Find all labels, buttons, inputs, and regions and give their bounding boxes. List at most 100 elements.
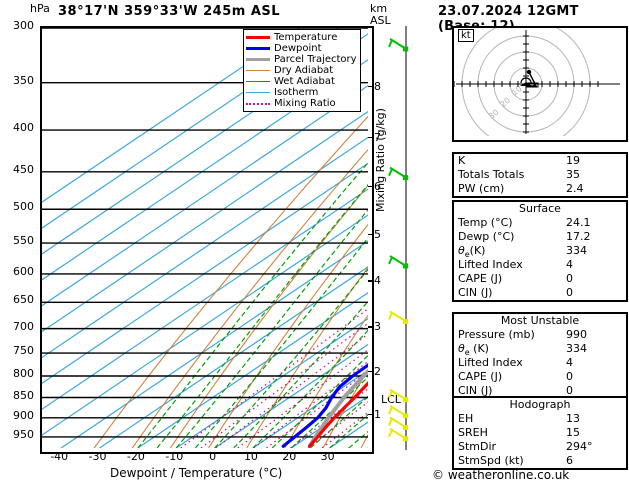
height-tick-label: 2 [374,364,381,378]
table-row-value: 0 [566,272,573,285]
legend-label: Parcel Trajectory [274,54,357,65]
table-row-key: Lifted Index [458,356,523,369]
wind-barb [388,38,408,52]
table-row-key: Temp (°C) [458,216,513,229]
legend-swatch [246,36,270,39]
table-title: Surface [519,202,561,215]
table-row-value: 0 [566,286,573,299]
table-row: CIN (J) 0 [454,384,626,398]
height-tick-mark [368,136,374,139]
legend-label: Dewpoint [274,43,322,54]
table-row: Temp (°C) 24.1 [454,216,626,230]
table-row-value: 4 [566,356,573,369]
table-row-key: SREH [458,426,488,439]
legend-row: Temperature [246,32,357,43]
temperature-tick-label: -30 [88,450,107,463]
temperature-tick-label: 30 [320,450,335,463]
height-tick-label: 5 [374,227,381,241]
temperature-curve [308,381,368,448]
table-row-key: Dewp (°C) [458,230,515,243]
legend-label: Wet Adiabat [274,76,335,87]
height-tick-mark [368,413,374,416]
hodograph-trace [520,69,539,88]
pressure-tick-label: 950 [13,427,34,441]
table-row-key: Totals Totals [458,168,525,181]
pressure-tick-label: 600 [13,264,34,278]
legend-label: Dry Adiabat [274,65,334,76]
table-row: EH 13 [454,412,626,426]
pressure-tick-label: 800 [13,366,34,380]
copyright-footer: © weatheronline.co.uk [432,468,570,482]
height-tick-label: 7 [374,130,381,144]
table-row-key: θe(K) [458,244,486,260]
legend-swatch [246,81,270,82]
table-row-value: 2.4 [566,182,584,195]
pressure-tick-label: 300 [13,19,34,32]
height-unit-label-km: km [370,2,388,15]
wind-barb [388,388,408,403]
wind-barb [388,404,408,419]
table-row-value: 17.2 [566,230,591,243]
pressure-tick-label: 450 [13,162,34,176]
temperature-tick-label: 20 [282,450,297,463]
height-tick-label: 4 [374,274,381,288]
height-tick-label: 8 [374,79,381,93]
height-tick-mark [368,280,374,282]
table-row-value: 19 [566,154,580,167]
table-row: PW (cm) 2.4 [454,182,626,196]
pressure-tick-label: 500 [13,200,34,214]
height-unit-label-asl: ASL [370,14,391,27]
table-row-key: EH [458,412,474,425]
table-row: θe(K) 334 [454,244,626,260]
hodograph-ring-label: 30 [487,108,501,121]
table-row: K 19 [454,154,626,168]
station-title: 38°17'N 359°33'W 245m ASL [58,4,281,19]
table-row-value: 4 [566,258,573,271]
pressure-tick-label: 750 [13,344,34,358]
legend-swatch [246,92,270,93]
table-row-value: 35 [566,168,580,181]
table-row-key: Lifted Index [458,258,523,271]
table-row-value: 294° [566,440,593,453]
isobar-lines [42,28,368,438]
table-row-key: CAPE (J) [458,272,503,285]
most-unstable-table: Most Unstable Pressure (mb) 990 θe (K) 334 Li… [452,312,628,400]
surface-table: Surface Temp (°C) 24.1 Dewp (°C) 17.2 θe(K) 33… [452,200,628,302]
temperature-tick-label: -20 [126,450,145,463]
legend-swatch [246,47,270,50]
height-tick-label: 1 [374,407,381,421]
temperature-tick-label: -40 [50,450,69,463]
wind-barb-column [388,26,408,450]
hodograph-panel: 10 20 30 kt [452,19,628,149]
legend-row: Wet Adiabat [246,76,357,87]
wind-barb [388,310,408,325]
table-row: StmSpd (kt) 6 [454,454,626,468]
table-row: CIN (J) 0 [454,286,626,300]
table-row-value: 0 [566,370,573,383]
pressure-tick-label: 400 [13,121,34,135]
table-row: SREH 15 [454,426,626,440]
table-row: CAPE (J) 0 [454,272,626,286]
table-row: Pressure (mb) 990 [454,328,626,342]
table-row-value: 6 [566,454,573,467]
table-row-value: 334 [566,244,587,257]
table-row-key: CIN (J) [458,384,493,397]
legend-row: Dry Adiabat [246,65,357,76]
lcl-marker-label: LCL [381,392,401,406]
table-row: Lifted Index 4 [454,258,626,272]
table-title: Hodograph [509,398,571,411]
table-row-value: 0 [566,384,573,397]
table-row-value: 13 [566,412,580,425]
wind-barb [388,416,408,430]
pressure-tick-label: 550 [13,234,34,248]
table-row: Lifted Index 4 [454,356,626,370]
table-row-key: K [458,154,466,167]
dry-adiabat-lines [93,115,368,448]
table-row-key: PW (cm) [458,182,505,195]
wet-adiabat-lines [137,161,368,448]
dewpoint-curve [281,363,368,448]
table-row-key: Pressure (mb) [458,328,535,341]
wind-barb [388,427,408,442]
hodograph-unit-label: kt [458,29,474,42]
